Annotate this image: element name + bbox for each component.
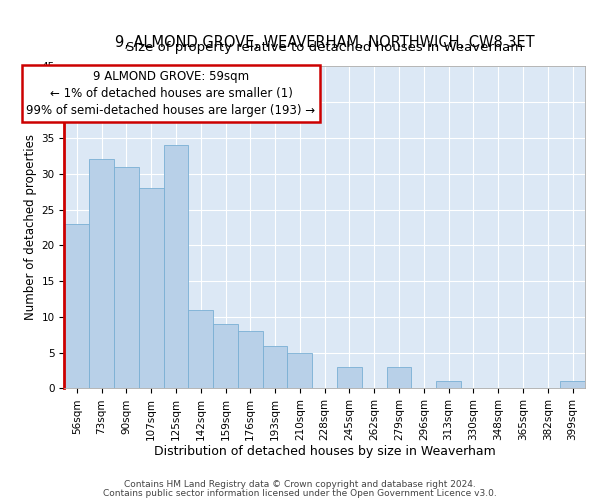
Bar <box>238 331 263 388</box>
Bar <box>263 346 287 389</box>
Text: 9 ALMOND GROVE: 59sqm
← 1% of detached houses are smaller (1)
99% of semi-detach: 9 ALMOND GROVE: 59sqm ← 1% of detached h… <box>26 70 316 117</box>
Y-axis label: Number of detached properties: Number of detached properties <box>24 134 37 320</box>
Bar <box>386 367 412 388</box>
Title: 9, ALMOND GROVE, WEAVERHAM, NORTHWICH, CW8 3ET: 9, ALMOND GROVE, WEAVERHAM, NORTHWICH, C… <box>115 35 535 50</box>
X-axis label: Distribution of detached houses by size in Weaverham: Distribution of detached houses by size … <box>154 444 496 458</box>
Text: Size of property relative to detached houses in Weaverham: Size of property relative to detached ho… <box>126 40 523 54</box>
Bar <box>213 324 238 388</box>
Bar <box>436 382 461 388</box>
Bar <box>89 160 114 388</box>
Bar <box>164 145 188 388</box>
Text: Contains public sector information licensed under the Open Government Licence v3: Contains public sector information licen… <box>103 489 497 498</box>
Bar <box>139 188 164 388</box>
Text: Contains HM Land Registry data © Crown copyright and database right 2024.: Contains HM Land Registry data © Crown c… <box>124 480 476 489</box>
Bar <box>560 382 585 388</box>
Bar <box>64 224 89 388</box>
Bar <box>114 166 139 388</box>
Bar <box>188 310 213 388</box>
Bar <box>287 352 312 388</box>
Bar <box>337 367 362 388</box>
